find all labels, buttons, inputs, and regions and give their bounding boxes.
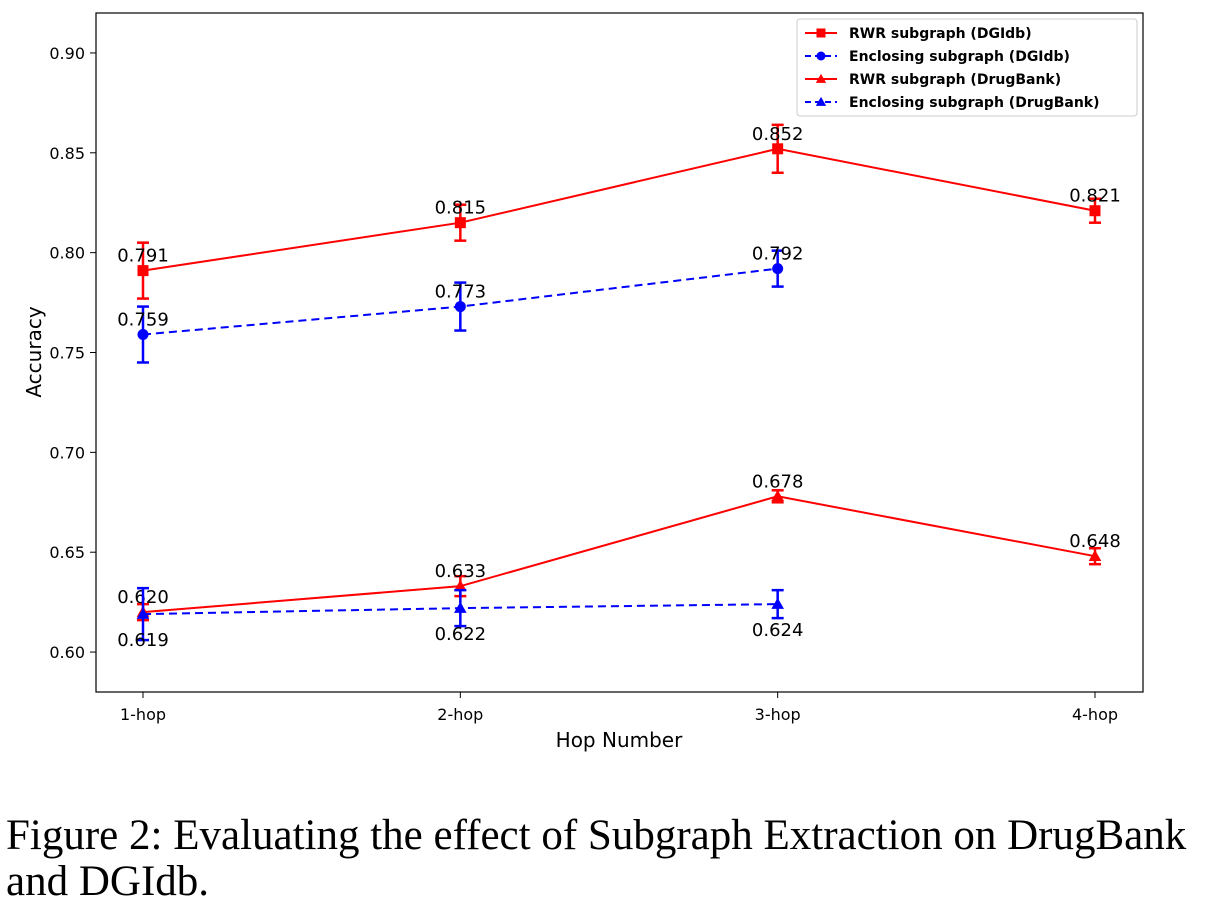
legend-item: Enclosing subgraph (DGIdb): [805, 49, 1070, 65]
y-tick-label: 0.70: [49, 443, 85, 462]
y-tick-label: 0.75: [49, 344, 85, 363]
data-point: [454, 601, 467, 613]
data-label: 0.622: [435, 624, 487, 645]
data-point: [454, 217, 466, 229]
x-axis-title: Hop Number: [556, 728, 683, 752]
series-0: 0.791 0.815 0.852 0.821: [117, 123, 1121, 300]
figure-caption: Figure 2: Evaluating the effect of Subgr…: [6, 812, 1187, 905]
x-axis: 1-hop 2-hop 3-hop 4-hop: [120, 692, 1118, 724]
data-label: 0.624: [752, 620, 804, 641]
data-label: 0.792: [752, 244, 804, 265]
legend-item: Enclosing subgraph (DrugBank): [805, 95, 1100, 111]
legend-label: RWR subgraph (DrugBank): [849, 72, 1061, 88]
legend: RWR subgraph (DGIdb) Enclosing subgraph (…: [796, 18, 1138, 117]
y-tick-label: 0.80: [49, 244, 85, 263]
y-tick-label: 0.85: [49, 144, 85, 163]
data-label: 0.791: [117, 246, 169, 267]
legend-marker: [816, 28, 826, 38]
data-label: 0.678: [752, 471, 804, 492]
data-label: 0.648: [1069, 531, 1121, 552]
legend-label: Enclosing subgraph (DrugBank): [849, 95, 1100, 111]
legend-marker: [816, 51, 826, 61]
data-point: [772, 143, 784, 155]
data-point: [771, 489, 784, 502]
data-point: [137, 329, 149, 341]
data-label: 0.852: [752, 124, 804, 145]
data-label: 0.633: [435, 561, 487, 582]
series-1: 0.759 0.773 0.792: [117, 244, 804, 364]
series-3: 0.619 0.622 0.624: [117, 586, 804, 651]
legend-item: RWR subgraph (DrugBank): [805, 72, 1061, 88]
y-tick-label: 0.60: [49, 643, 85, 662]
legend-marker: [815, 73, 827, 83]
series-layer: 0.7910.8150.8520.8210.7590.7730.7920.620…: [117, 123, 1121, 651]
series-line: [142, 147, 1096, 272]
x-tick-label: 1-hop: [120, 705, 166, 724]
data-point: [1088, 549, 1102, 561]
y-axis-title: Accuracy: [22, 306, 46, 397]
data-label: 0.773: [435, 282, 487, 303]
data-point: [772, 263, 784, 275]
legend-box: [796, 18, 1138, 117]
series-line: [142, 495, 1096, 614]
x-tick-label: 2-hop: [437, 705, 483, 724]
y-tick-label: 0.90: [49, 44, 85, 63]
data-point: [771, 597, 784, 609]
data-point: [137, 265, 149, 277]
legend-label: Enclosing subgraph (DGIdb): [849, 49, 1070, 65]
data-label: 0.619: [117, 630, 169, 651]
legend-item: RWR subgraph (DGIdb): [805, 26, 1032, 42]
data-point: [454, 579, 467, 591]
data-label: 0.759: [117, 310, 169, 331]
x-tick-label: 4-hop: [1072, 705, 1118, 724]
data-point: [454, 301, 466, 313]
y-tick-label: 0.65: [49, 543, 85, 562]
y-axis: 0.60 0.65 0.70 0.75 0.80 0.85 0.90: [49, 44, 96, 662]
legend-marker: [815, 96, 827, 106]
x-tick-label: 3-hop: [755, 705, 801, 724]
data-point: [136, 607, 150, 619]
legend-label: RWR subgraph (DGIdb): [849, 26, 1032, 42]
data-label: 0.821: [1069, 186, 1121, 207]
accuracy-line-chart: 0.60 0.65 0.70 0.75 0.80 0.85 0.90 1-hop 2-hop 3…: [22, 12, 1144, 752]
data-point: [1089, 205, 1101, 217]
data-label: 0.815: [435, 198, 487, 219]
